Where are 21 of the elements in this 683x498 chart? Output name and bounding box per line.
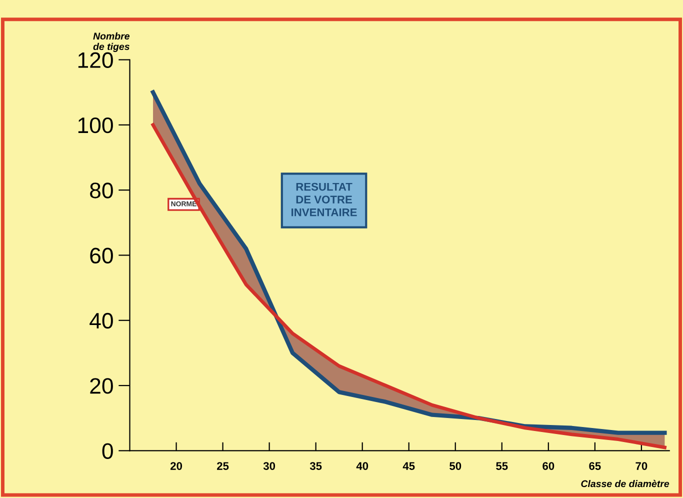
y-axis-title: Nombre de tiges — [93, 32, 130, 52]
x-tick-label: 35 — [310, 462, 322, 470]
x-tick-label: 65 — [589, 462, 601, 470]
x-tick-label: 25 — [217, 462, 229, 470]
x-axis-title: Classe de diamètre — [581, 480, 670, 488]
y-tick-label: 0 — [102, 443, 113, 459]
x-tick-label: 20 — [170, 462, 182, 470]
x-tick-label: 30 — [263, 462, 276, 470]
x-tick-label: 40 — [356, 462, 368, 470]
x-tick-label: 70 — [636, 462, 648, 470]
x-tick-label: 45 — [402, 462, 415, 470]
text: RESULTAT DE VOTRE INVENTAIRE — [292, 182, 357, 216]
y-tick-label: 100 — [78, 117, 113, 134]
y-tick-label: 20 — [90, 378, 113, 394]
y-tick-label: 40 — [90, 312, 113, 329]
y-tick-label: 80 — [90, 182, 113, 198]
y-tick-label: 60 — [90, 248, 113, 264]
x-tick-label: 55 — [496, 462, 508, 470]
x-tick-label: 50 — [450, 462, 462, 470]
x-tick-label: 60 — [542, 462, 554, 470]
y-tick-label: 120 — [78, 52, 113, 68]
